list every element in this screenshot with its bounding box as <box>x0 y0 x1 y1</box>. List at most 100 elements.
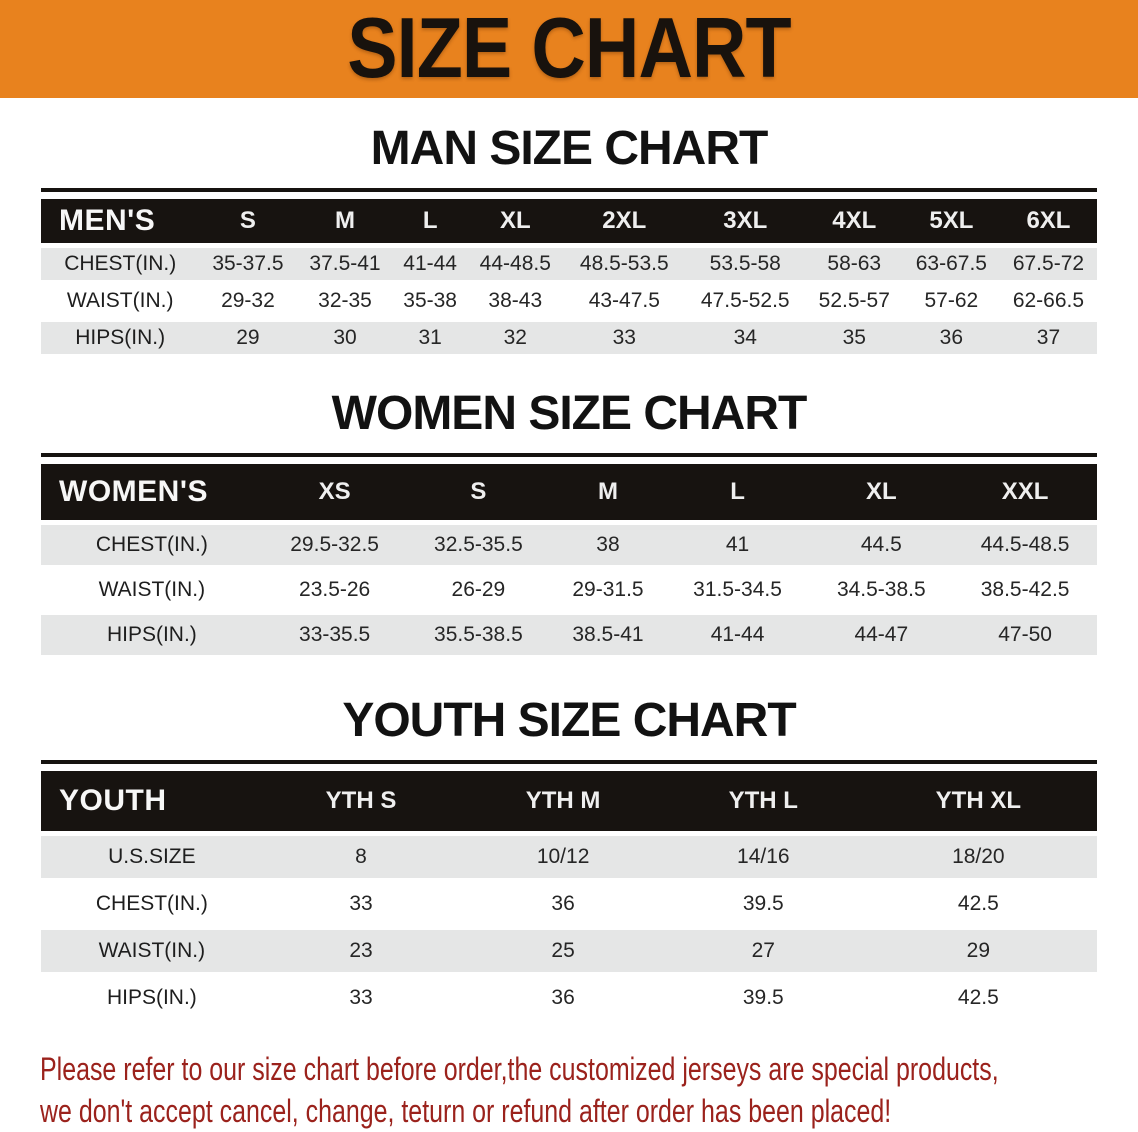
mens-size-column-header: M <box>335 207 355 234</box>
mens-size-column-header: S <box>239 207 256 234</box>
youth-section: YOUTH SIZE CHART YOUTH YTH S YTH M YTH L YTH… <box>0 696 1138 1024</box>
size-value-cell: 33-35.5 <box>299 623 371 646</box>
size-value-cell: 42.5 <box>957 892 999 915</box>
mens-section: MAN SIZE CHART MEN'S S M L XL 2XL 3XL 4XL 5XL 6XL… <box>0 124 1138 359</box>
size-value-cell: 35-38 <box>403 289 457 312</box>
size-value-cell: 10/12 <box>536 845 590 868</box>
size-value-cell: 37.5-41 <box>309 252 381 275</box>
size-value-cell: 39.5 <box>742 986 784 1009</box>
mens-size-column-header: 4XL <box>832 207 877 234</box>
size-value-cell: 33 <box>349 986 373 1009</box>
size-value-cell: 35-37.5 <box>212 252 284 275</box>
youth-size-column-header: YTH L <box>728 787 798 814</box>
size-value-cell: 29-32 <box>221 289 275 312</box>
row-label: WAIST(IN.) <box>66 289 174 312</box>
size-value-cell: 29-31.5 <box>572 578 644 601</box>
row-label: WAIST(IN.) <box>98 939 206 962</box>
row-label: CHEST(IN.) <box>95 892 208 915</box>
mens-table-label: MEN'S <box>59 204 156 237</box>
size-value-cell: 42.5 <box>957 986 999 1009</box>
mens-measurement-row: CHEST(IN.) 35-37.5 37.5-41 41-44 44-48.5 48.5… <box>41 248 1097 280</box>
size-value-cell: 47-50 <box>998 623 1052 646</box>
size-value-cell: 30 <box>333 326 357 349</box>
row-label: U.S.SIZE <box>108 845 196 868</box>
mens-size-table: MEN'S S M L XL 2XL 3XL 4XL 5XL 6XL CHEST(IN.) 35-37… <box>41 188 1097 359</box>
mens-size-column-header: XL <box>499 207 531 234</box>
womens-size-column-header: M <box>597 478 618 505</box>
size-value-cell: 44-48.5 <box>479 252 551 275</box>
womens-measurement-row: CHEST(IN.) 29.5-32.5 32.5-35.5 38 41 44.5 44.5… <box>41 525 1097 565</box>
youth-measurement-row: U.S.SIZE 8 10/12 14/16 18/20 <box>41 836 1097 878</box>
size-value-cell: 44.5-48.5 <box>980 533 1070 556</box>
youth-measurement-row: WAIST(IN.) 23 25 27 29 <box>41 930 1097 972</box>
size-value-cell: 57-62 <box>924 289 979 312</box>
mens-size-column-header: 3XL <box>723 207 768 234</box>
size-value-cell: 29 <box>236 326 260 349</box>
mens-size-column-header: L <box>422 207 438 234</box>
size-value-cell: 41 <box>725 533 750 556</box>
size-value-cell: 48.5-53.5 <box>579 252 669 275</box>
size-value-cell: 31.5-34.5 <box>693 578 782 601</box>
row-label: HIPS(IN.) <box>106 986 197 1009</box>
size-value-cell: 8 <box>355 845 367 868</box>
size-value-cell: 31 <box>418 326 442 349</box>
size-value-cell: 14/16 <box>737 845 790 868</box>
mens-section-heading: MAN SIZE CHART <box>370 122 769 175</box>
womens-header-row: WOMEN'S XS S M L XL XXL <box>41 464 1097 520</box>
size-value-cell: 36 <box>939 326 964 349</box>
size-value-cell: 67.5-72 <box>1012 252 1085 275</box>
size-value-cell: 33 <box>349 892 373 915</box>
womens-measurement-row: WAIST(IN.) 23.5-26 26-29 29-31.5 31.5-34.5 34… <box>41 570 1097 610</box>
row-label: HIPS(IN.) <box>75 326 166 349</box>
row-label: CHEST(IN.) <box>95 533 208 556</box>
womens-size-column-header: XS <box>318 478 351 505</box>
size-value-cell: 62-66.5 <box>1012 289 1085 312</box>
size-value-cell: 52.5-57 <box>818 289 890 312</box>
mens-size-column-header: 6XL <box>1026 207 1071 234</box>
womens-table: WOMEN'S XS S M L XL XXL CHEST(IN.) 29.5-32.5 32.5… <box>41 459 1097 660</box>
banner-title: SIZE CHART <box>347 1 791 96</box>
size-value-cell: 27 <box>751 939 775 962</box>
row-label: WAIST(IN.) <box>98 578 206 601</box>
size-value-cell: 33 <box>612 326 636 349</box>
size-value-cell: 38.5-41 <box>572 623 644 646</box>
size-value-cell: 29 <box>966 939 991 962</box>
mens-measurement-row: WAIST(IN.) 29-32 32-35 35-38 38-43 43-47.5 47.… <box>41 285 1097 317</box>
size-value-cell: 23.5-26 <box>299 578 371 601</box>
size-value-cell: 26-29 <box>451 578 506 601</box>
size-value-cell: 36 <box>551 892 575 915</box>
size-value-cell: 32.5-35.5 <box>434 533 523 556</box>
size-value-cell: 18/20 <box>952 845 1005 868</box>
womens-size-column-header: S <box>470 478 487 505</box>
size-value-cell: 34.5-38.5 <box>836 578 926 601</box>
size-value-cell: 25 <box>551 939 575 962</box>
size-value-cell: 37 <box>1036 326 1061 349</box>
youth-size-column-header: YTH XL <box>935 787 1022 814</box>
disclaimer-line-2: we don't accept cancel, change, teturn o… <box>40 1093 892 1129</box>
size-value-cell: 43-47.5 <box>588 289 660 312</box>
disclaimer: Please refer to our size chart before or… <box>40 1048 1138 1132</box>
youth-size-column-header: YTH S <box>325 787 397 814</box>
womens-measurement-row: HIPS(IN.) 33-35.5 35.5-38.5 38.5-41 41-44 44-… <box>41 615 1097 655</box>
mens-size-column-header: 5XL <box>929 207 974 234</box>
mens-measurement-row: HIPS(IN.) 29 30 31 32 33 34 35 36 37 <box>41 322 1097 354</box>
row-label: HIPS(IN.) <box>106 623 197 646</box>
size-value-cell: 44-47 <box>854 623 909 646</box>
youth-measurement-row: CHEST(IN.) 33 36 39.5 42.5 <box>41 883 1097 925</box>
size-value-cell: 53.5-58 <box>709 252 781 275</box>
size-value-cell: 38.5-42.5 <box>980 578 1070 601</box>
youth-header-row: YOUTH YTH S YTH M YTH L YTH XL <box>41 771 1097 831</box>
size-value-cell: 35 <box>842 326 866 349</box>
size-value-cell: 36 <box>551 986 575 1009</box>
size-value-cell: 29.5-32.5 <box>290 533 379 556</box>
womens-section: WOMEN SIZE CHART WOMEN'S XS S M L XL XXL CHEST(… <box>0 389 1138 660</box>
mens-header-row: MEN'S S M L XL 2XL 3XL 4XL 5XL 6XL <box>41 199 1097 243</box>
womens-section-heading: WOMEN SIZE CHART <box>331 387 808 440</box>
size-value-cell: 44.5 <box>860 533 902 556</box>
size-value-cell: 38-43 <box>488 289 543 312</box>
size-value-cell: 34 <box>733 326 757 349</box>
size-chart-banner: SIZE CHART <box>0 0 1138 98</box>
womens-size-table: WOMEN'S XS S M L XL XXL CHEST(IN.) 29.5-32.5 32.5… <box>41 453 1097 660</box>
size-value-cell: 32-35 <box>318 289 372 312</box>
mens-table: MEN'S S M L XL 2XL 3XL 4XL 5XL 6XL CHEST(IN.) 35-37… <box>41 194 1097 359</box>
